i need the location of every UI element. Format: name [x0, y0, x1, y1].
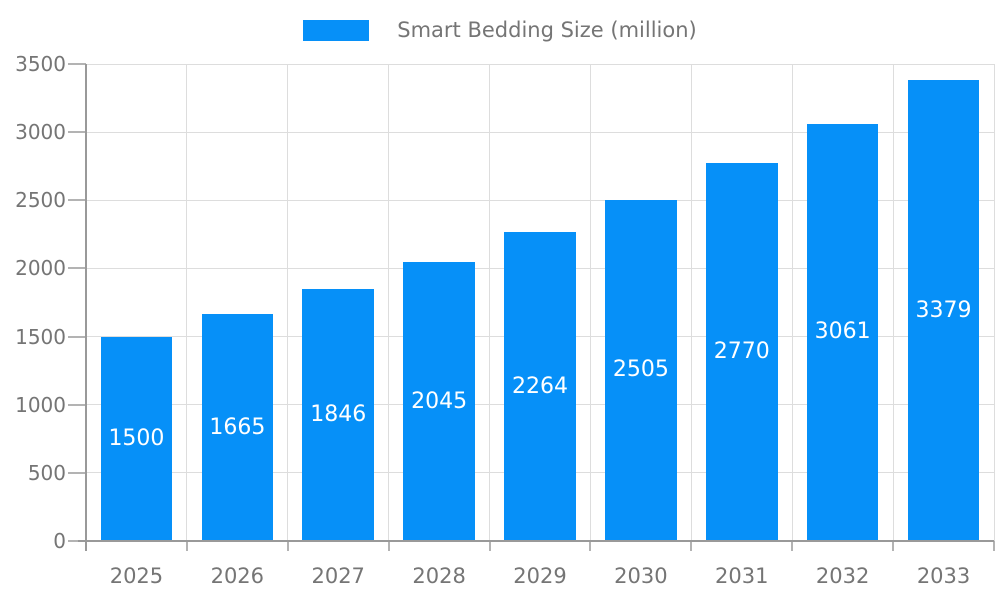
y-tick-label: 2000 — [15, 256, 66, 281]
x-axis — [78, 540, 994, 542]
h-gridline — [86, 131, 994, 133]
bar-value-label: 1846 — [310, 402, 367, 428]
y-axis-tick — [68, 335, 86, 338]
h-gridline — [86, 63, 994, 65]
x-tick-label: 2030 — [614, 564, 668, 588]
bar[interactable] — [705, 163, 778, 541]
bar-value-label: 3379 — [915, 297, 972, 323]
x-axis-tick — [387, 541, 390, 551]
x-axis-tick — [791, 541, 794, 551]
legend-item[interactable]: Smart Bedding Size (million) — [0, 16, 1000, 44]
bar[interactable] — [100, 336, 173, 541]
x-axis-tick — [185, 541, 188, 551]
x-tick-label: 2031 — [715, 564, 769, 588]
bar-value-label: 2045 — [411, 388, 468, 414]
bar[interactable] — [504, 232, 576, 541]
y-tick-label: 500 — [27, 460, 66, 485]
v-gridline — [690, 64, 692, 541]
y-tick-label: 3500 — [15, 52, 66, 76]
y-axis-tick — [68, 540, 86, 542]
x-axis-tick — [892, 541, 895, 551]
bar-value-label: 2505 — [612, 357, 669, 383]
y-axis-tick — [68, 403, 86, 406]
y-axis-tick — [68, 131, 86, 134]
x-axis-tick — [993, 541, 995, 551]
bar[interactable] — [605, 199, 677, 541]
v-gridline — [287, 64, 289, 541]
x-tick-label: 2029 — [513, 564, 567, 588]
bar[interactable] — [806, 123, 879, 541]
h-gridline — [86, 199, 994, 201]
bar[interactable] — [907, 80, 980, 541]
bar-value-label: 2770 — [713, 339, 770, 365]
v-gridline — [993, 64, 995, 541]
y-tick-label: 1000 — [15, 392, 66, 417]
y-axis — [85, 64, 87, 551]
x-tick-label: 2026 — [210, 564, 265, 588]
bar[interactable] — [201, 314, 274, 541]
y-axis-tick — [68, 267, 86, 270]
y-tick-label: 0 — [53, 529, 66, 553]
v-gridline — [489, 64, 491, 541]
x-axis-tick — [488, 541, 491, 551]
x-axis-tick — [286, 541, 289, 551]
x-tick-label: 2027 — [311, 564, 365, 588]
bar-value-label: 2264 — [511, 373, 568, 399]
x-tick-label: 2032 — [815, 564, 870, 588]
x-axis-tick — [690, 541, 693, 551]
x-axis-tick — [589, 541, 592, 551]
y-axis-tick — [68, 199, 86, 202]
legend-swatch-icon — [303, 19, 370, 41]
y-tick-label: 3000 — [15, 120, 66, 145]
x-tick-label: 2033 — [916, 564, 971, 588]
v-gridline — [186, 64, 188, 541]
y-tick-label: 2500 — [15, 188, 66, 213]
bar-value-label: 1500 — [108, 425, 165, 451]
legend-label: Smart Bedding Size (million) — [397, 18, 697, 42]
bar-value-label: 1665 — [209, 414, 266, 440]
v-gridline — [589, 64, 591, 541]
y-axis-tick — [68, 471, 86, 474]
bar-value-label: 3061 — [814, 319, 871, 345]
x-tick-label: 2028 — [412, 564, 466, 588]
v-gridline — [892, 64, 894, 541]
v-gridline — [388, 64, 390, 541]
y-axis-tick — [68, 63, 86, 65]
bar[interactable] — [403, 262, 475, 541]
x-tick-label: 2025 — [109, 564, 164, 588]
v-gridline — [791, 64, 793, 541]
bar[interactable] — [302, 289, 375, 541]
y-tick-label: 1500 — [15, 324, 66, 349]
